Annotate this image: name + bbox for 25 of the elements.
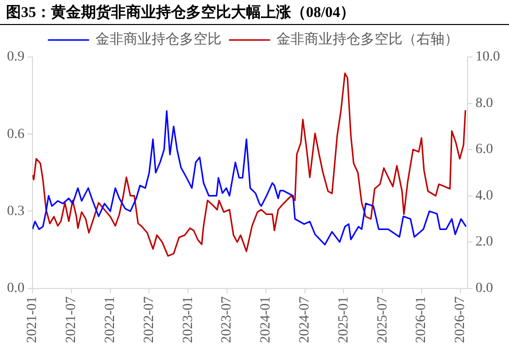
- y2-tick-label: 2.0: [476, 234, 493, 250]
- x-tick-label: 2024-07: [297, 296, 312, 344]
- x-tick-label: 2023-07: [220, 296, 235, 344]
- y-tick-label: 0.6: [7, 126, 24, 142]
- y2-tick-label: 6.0: [476, 142, 493, 158]
- y-tick-label: 0.0: [7, 281, 24, 296]
- y-tick-label: 0.3: [7, 204, 24, 219]
- legend-label: 金非商业持仓多空比: [96, 32, 222, 48]
- y-tick-label: 0.9: [7, 50, 24, 65]
- x-tick-label: 2025-01: [336, 296, 352, 344]
- x-tick-label: 2022-07: [142, 296, 157, 344]
- x-tick-label: 2025-07: [375, 296, 390, 344]
- x-tick-label: 2024-01: [258, 296, 274, 344]
- chart-title: 图35：黄金期货非商业持仓多空比大幅上涨（08/04）: [0, 0, 509, 25]
- y2-tick-label: 8.0: [476, 96, 493, 111]
- legend-label: 金非商业持仓多空比（右轴）: [276, 32, 458, 48]
- x-tick-label: 2022-01: [102, 296, 118, 344]
- y2-tick-label: 10.0: [476, 50, 500, 65]
- x-tick-label: 2023-01: [180, 296, 196, 344]
- x-tick-label: 2021-07: [64, 296, 80, 344]
- x-tick-label: 2026-01: [414, 296, 430, 344]
- y2-tick-label: 4.0: [476, 188, 493, 204]
- x-tick-label: 2026-07: [453, 296, 468, 344]
- y2-tick-label: 0.0: [476, 281, 493, 296]
- x-tick-label: 2021-01: [25, 296, 40, 344]
